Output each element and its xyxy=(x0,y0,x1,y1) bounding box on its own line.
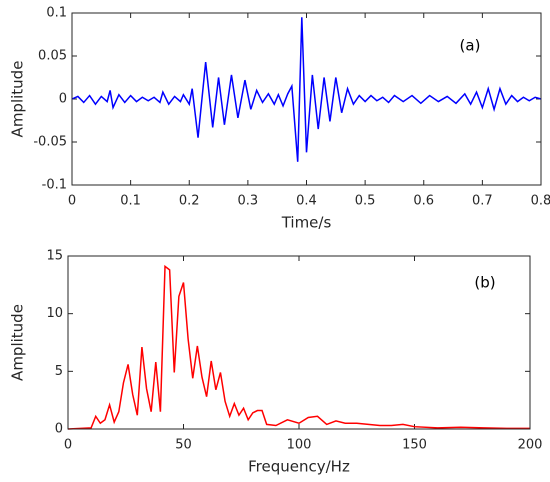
axes-box xyxy=(71,12,542,186)
y-tick-label: 15 xyxy=(46,249,63,264)
axes-box xyxy=(67,255,531,430)
y-tick-label: 5 xyxy=(55,364,63,379)
y-axis-label: Amplitude xyxy=(9,304,27,381)
x-axis-label: Frequency/Hz xyxy=(248,458,350,476)
y-tick-label: -0.1 xyxy=(42,178,67,193)
x-tick-label: 50 xyxy=(175,438,192,453)
x-tick-label: 0 xyxy=(64,438,72,453)
x-tick-label: 0.8 xyxy=(531,194,550,209)
x-tick-label: 0.3 xyxy=(238,194,259,209)
annotation: (b) xyxy=(474,274,495,292)
y-tick-label: 0 xyxy=(59,92,67,107)
annotation: (a) xyxy=(460,37,481,55)
x-axis-label: Time/s xyxy=(281,214,332,232)
x-tick-label: 0 xyxy=(68,194,76,209)
x-tick-label: 0.2 xyxy=(179,194,200,209)
y-tick-label: 0 xyxy=(55,422,63,437)
data-line xyxy=(71,17,542,162)
x-tick-label: 150 xyxy=(402,438,427,453)
x-tick-label: 0.5 xyxy=(355,194,376,209)
x-tick-label: 100 xyxy=(287,438,312,453)
data-line xyxy=(67,264,530,430)
y-axis-label: Amplitude xyxy=(9,61,27,138)
y-tick-label: 10 xyxy=(46,306,63,321)
x-tick-label: 0.4 xyxy=(296,194,317,209)
x-tick-label: 0.1 xyxy=(120,194,141,209)
x-tick-label: 0.6 xyxy=(413,194,434,209)
x-tick-label: 200 xyxy=(518,438,543,453)
y-tick-label: 0.05 xyxy=(38,49,67,64)
y-tick-label: 0.1 xyxy=(46,6,67,21)
x-tick-label: 0.7 xyxy=(472,194,493,209)
y-tick-label: -0.05 xyxy=(33,135,67,150)
